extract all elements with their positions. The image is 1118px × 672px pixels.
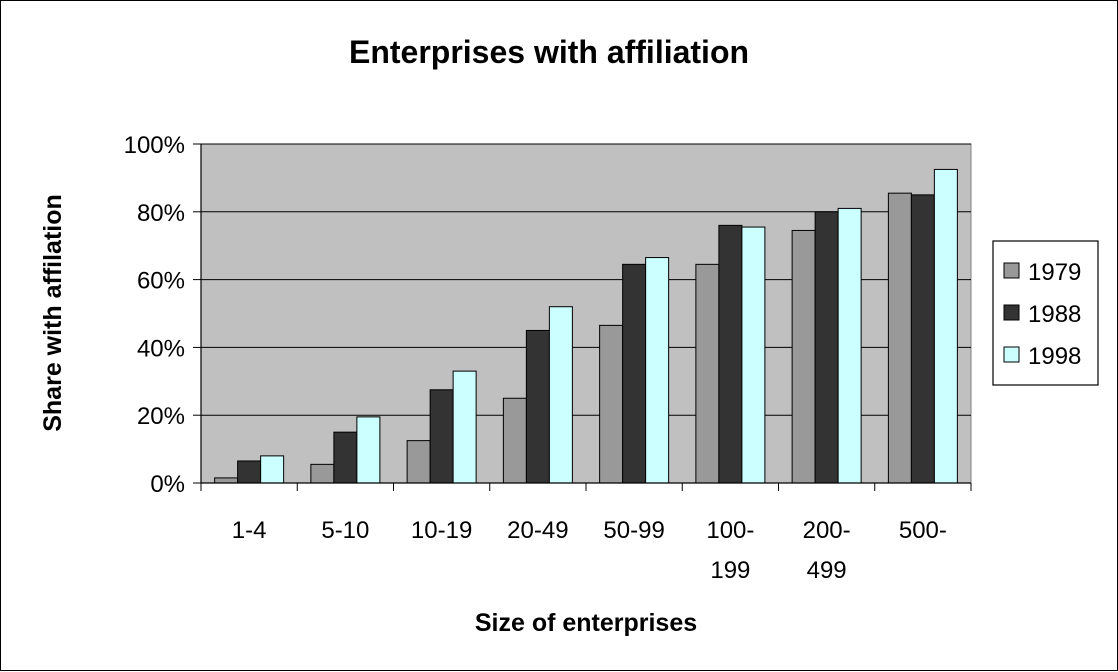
- y-tick-label: 20%: [137, 403, 185, 430]
- bar-1979-200-499: [791, 229, 816, 484]
- bar-1988-50-99: [622, 263, 647, 484]
- legend-label-1998: 1998: [1028, 343, 1081, 370]
- y-tick-label: 0%: [150, 471, 185, 498]
- legend: 1979 1988 1998: [992, 240, 1099, 386]
- legend-label-1979: 1979: [1028, 259, 1081, 286]
- x-tick-label: 499: [807, 557, 847, 584]
- x-tick-label: 100-: [706, 517, 754, 544]
- legend-swatch-1988: [1003, 304, 1020, 321]
- bar-1998-50-99: [645, 257, 670, 484]
- y-tick-label: 100%: [124, 132, 185, 159]
- bars: [214, 168, 958, 484]
- y-tick-label: 60%: [137, 268, 185, 295]
- axes: [193, 143, 972, 491]
- bar-1998-20-49: [548, 306, 573, 484]
- y-tick-label: 80%: [137, 200, 185, 227]
- bar-1988-10-19: [429, 389, 454, 484]
- bar-1998-100-199: [741, 226, 766, 484]
- x-tick-label: 50-99: [603, 517, 664, 544]
- bar-1988-20-49: [525, 329, 550, 484]
- legend-label-1988: 1988: [1028, 301, 1081, 328]
- bar-1998-5-10: [356, 416, 381, 484]
- bar-1998-200-499: [837, 207, 862, 484]
- x-tick-label: 200-: [803, 517, 851, 544]
- x-tick-labels: 1-4 5-10 10-19 20-49 50-99 100- 199 200- 499 500-: [232, 517, 947, 584]
- bar-1979-20-49: [502, 397, 527, 484]
- y-tick-labels: 0% 20% 40% 60% 80% 100%: [124, 132, 185, 498]
- legend-swatch-1998: [1003, 346, 1020, 363]
- bar-1979-100-199: [695, 263, 720, 484]
- bar-1988-5-10: [333, 431, 358, 484]
- bar-1998-10-19: [452, 370, 477, 484]
- bar-1988-500-: [910, 194, 935, 484]
- bar-1979-5-10: [310, 463, 335, 484]
- y-tick-label: 40%: [137, 335, 185, 362]
- x-tick-label: 20-49: [507, 517, 568, 544]
- bar-1998-500-: [933, 168, 958, 484]
- bar-1979-500-: [887, 192, 912, 484]
- x-tick-label: 1-4: [232, 517, 267, 544]
- x-tick-label: 199: [710, 557, 750, 584]
- bar-1988-1-4: [237, 460, 262, 484]
- y-axis-title: Share with affilation: [39, 194, 67, 432]
- bar-1979-50-99: [599, 324, 624, 484]
- x-tick-label: 10-19: [411, 517, 472, 544]
- bar-1979-10-19: [406, 440, 431, 484]
- bar-1979-1-4: [214, 477, 239, 484]
- x-tick-label: 500-: [899, 517, 947, 544]
- legend-swatch-1979: [1003, 262, 1020, 279]
- bar-1998-1-4: [260, 455, 285, 484]
- x-tick-label: 5-10: [321, 517, 369, 544]
- chart-title: Enterprises with affiliation: [349, 34, 749, 70]
- bar-1988-100-199: [718, 224, 743, 484]
- bar-1988-200-499: [814, 211, 839, 484]
- x-axis-title: Size of enterprises: [475, 609, 697, 637]
